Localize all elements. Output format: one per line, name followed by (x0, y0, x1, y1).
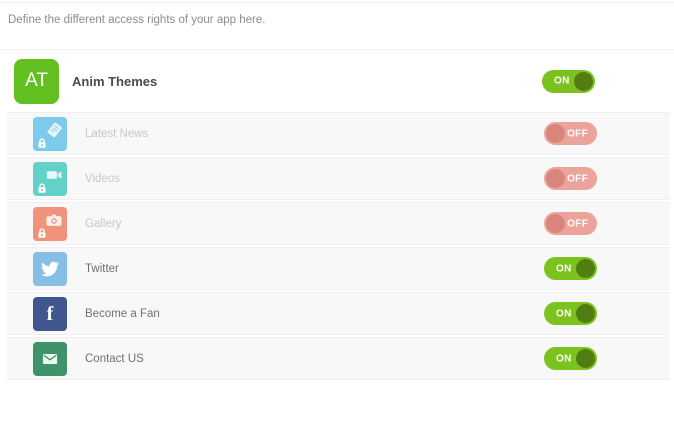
photo-camera-icon (33, 206, 67, 241)
facebook-icon: f (33, 296, 67, 331)
toggle-knob (576, 304, 595, 323)
feature-row-videos: Videos OFF (7, 157, 670, 200)
feature-label: Twitter (85, 262, 119, 275)
toggle-latest-news[interactable]: OFF (544, 122, 597, 145)
feature-label: Contact US (85, 352, 144, 365)
feature-row-contact-us: Contact US ON (7, 337, 670, 380)
toggle-videos[interactable]: OFF (544, 167, 597, 190)
toggle-gallery[interactable]: OFF (544, 212, 597, 235)
divider (0, 49, 674, 50)
toggle-become-a-fan[interactable]: ON (544, 302, 597, 325)
twitter-icon (33, 251, 67, 286)
feature-label: Become a Fan (85, 307, 160, 320)
feature-row-twitter: Twitter ON (7, 247, 670, 290)
lock-icon (36, 182, 48, 194)
lock-icon (36, 227, 48, 239)
toggle-knob (576, 349, 595, 368)
toggle-state-label: OFF (567, 128, 588, 139)
feature-row-gallery: Gallery OFF (7, 202, 670, 245)
toggle-state-label: OFF (567, 173, 588, 184)
page-description: Define the different access rights of yo… (8, 14, 266, 26)
toggle-state-label: ON (556, 263, 572, 274)
app-row: AT Anim Themes ON (0, 50, 674, 112)
toggle-state-label: ON (556, 353, 572, 364)
lock-icon (36, 137, 48, 149)
toggle-state-label: ON (556, 308, 572, 319)
toggle-anim-themes[interactable]: ON (542, 69, 595, 93)
toggle-knob (546, 124, 565, 143)
feature-label: Latest News (85, 127, 149, 140)
feature-row-become-a-fan: f Become a Fan ON (7, 292, 670, 335)
app-name: Anim Themes (72, 73, 158, 89)
toggle-state-label: ON (554, 75, 570, 87)
news-icon (33, 116, 67, 151)
toggle-knob (576, 259, 595, 278)
video-camera-icon (33, 161, 67, 196)
top-divider (0, 2, 674, 3)
toggle-knob (546, 214, 565, 233)
toggle-contact-us[interactable]: ON (544, 347, 597, 370)
toggle-knob (546, 169, 565, 188)
toggle-twitter[interactable]: ON (544, 257, 597, 280)
feature-label: Videos (85, 172, 120, 185)
app-avatar: AT (14, 58, 59, 104)
feature-label: Gallery (85, 217, 122, 230)
toggle-knob (574, 71, 593, 91)
feature-list: Latest News OFF Videos OFF Gallery OFF (0, 112, 674, 380)
toggle-state-label: OFF (567, 218, 588, 229)
feature-row-latest-news: Latest News OFF (7, 112, 670, 155)
mail-icon (33, 341, 67, 376)
